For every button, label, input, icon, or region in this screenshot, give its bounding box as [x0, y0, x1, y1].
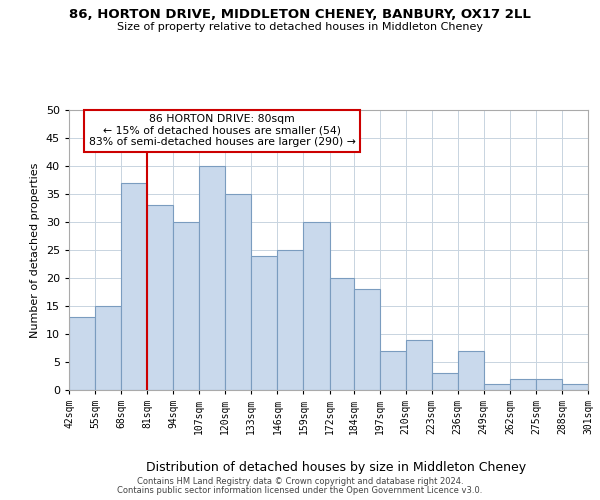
Text: Contains public sector information licensed under the Open Government Licence v3: Contains public sector information licen…	[118, 486, 482, 495]
Bar	[147, 205, 173, 390]
Text: Contains HM Land Registry data © Crown copyright and database right 2024.: Contains HM Land Registry data © Crown c…	[137, 477, 463, 486]
Bar	[95, 306, 121, 390]
Bar	[510, 379, 536, 390]
Text: 86 HORTON DRIVE: 80sqm
← 15% of detached houses are smaller (54)
83% of semi-det: 86 HORTON DRIVE: 80sqm ← 15% of detached…	[89, 114, 356, 148]
Text: Size of property relative to detached houses in Middleton Cheney: Size of property relative to detached ho…	[117, 22, 483, 32]
Bar	[353, 289, 380, 390]
Bar	[562, 384, 588, 390]
Bar	[431, 373, 458, 390]
Bar	[121, 183, 147, 390]
Bar	[199, 166, 226, 390]
Bar	[458, 351, 484, 390]
Bar	[304, 222, 329, 390]
Bar	[329, 278, 353, 390]
Bar	[380, 351, 406, 390]
Text: Distribution of detached houses by size in Middleton Cheney: Distribution of detached houses by size …	[146, 461, 526, 474]
Y-axis label: Number of detached properties: Number of detached properties	[30, 162, 40, 338]
Bar	[406, 340, 431, 390]
Text: 86, HORTON DRIVE, MIDDLETON CHENEY, BANBURY, OX17 2LL: 86, HORTON DRIVE, MIDDLETON CHENEY, BANB…	[69, 8, 531, 20]
Bar	[251, 256, 277, 390]
Bar	[226, 194, 251, 390]
Bar	[173, 222, 199, 390]
Bar	[536, 379, 562, 390]
Bar	[69, 317, 95, 390]
Bar	[484, 384, 510, 390]
Bar	[277, 250, 304, 390]
